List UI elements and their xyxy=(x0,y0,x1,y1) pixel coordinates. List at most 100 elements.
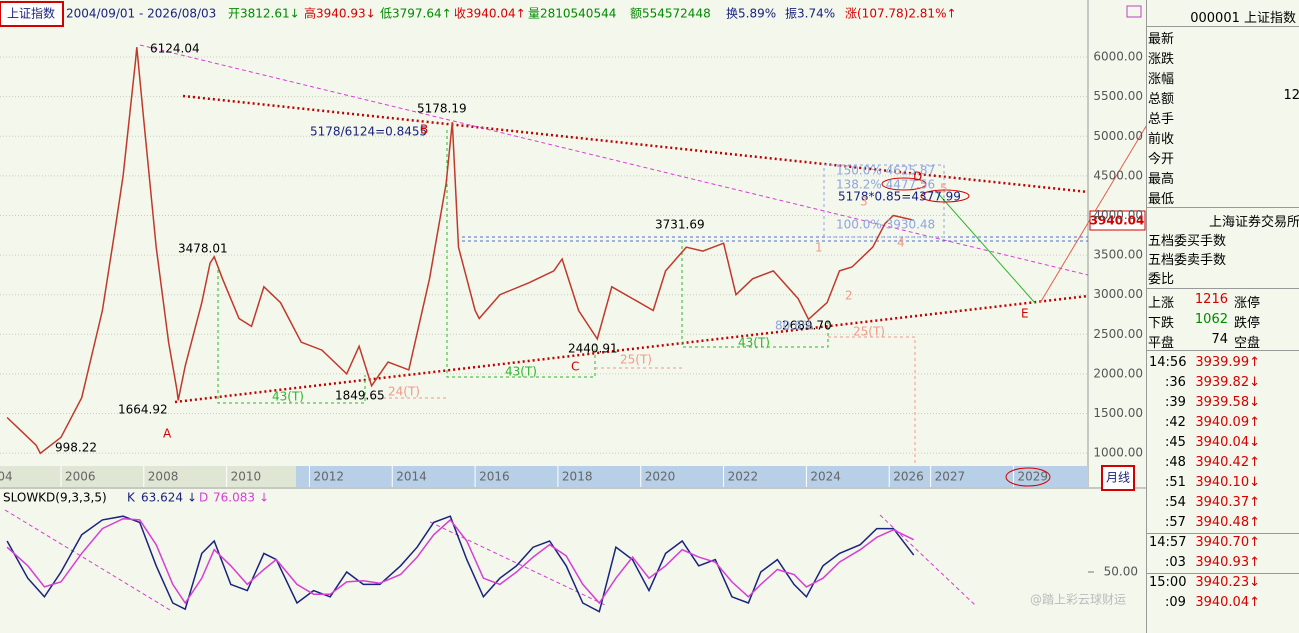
tick-time: :36 xyxy=(1165,375,1186,390)
amplitude: 振3.74% xyxy=(785,7,835,21)
tick-price: 3940.48↑ xyxy=(1195,515,1260,530)
x-tick-label: 2012 xyxy=(313,470,344,484)
breadth-label: 平盘 xyxy=(1148,336,1175,351)
annotation: 43(T) xyxy=(738,336,770,350)
low: 低3797.64↑ xyxy=(380,7,452,21)
price-line xyxy=(6,515,915,613)
breadth-label: 空盘 xyxy=(1233,336,1260,351)
volume: 量2810540544 xyxy=(528,7,616,21)
quote-label: 总手 xyxy=(1148,112,1175,127)
change: 涨(107.78)2.81%↑ xyxy=(845,6,957,21)
annotation: 24(T) xyxy=(388,385,420,399)
separator xyxy=(1147,533,1299,534)
annotation: 3731.69 xyxy=(655,218,705,232)
time-cycle xyxy=(217,270,366,404)
tick-time: :51 xyxy=(1165,475,1186,490)
period-button-text[interactable]: 月线 xyxy=(1106,471,1130,485)
annotation: 4 xyxy=(897,236,905,250)
quote-label: 最新 xyxy=(1148,32,1175,47)
indicator-title: SLOWKD(9,3,3,5) xyxy=(3,491,107,505)
breadth-label: 下跌 xyxy=(1148,316,1175,331)
legend-name: K xyxy=(127,491,136,505)
annotation: C xyxy=(571,360,579,374)
annotation: 100.0% 3930.48 xyxy=(836,218,935,232)
annotation: 1849.65 xyxy=(335,389,385,403)
x-tick-label: 2010 xyxy=(231,470,262,484)
tick-time: :39 xyxy=(1165,395,1186,410)
breadth-count: 1216 xyxy=(1194,292,1228,307)
x-tick-label: 2029 xyxy=(1017,470,1048,484)
tick-price: 3940.09↑ xyxy=(1195,415,1260,430)
quote-label: 最高 xyxy=(1148,172,1175,187)
time-cycle xyxy=(446,130,596,378)
annotation: 6124.04 xyxy=(150,42,200,56)
symbol[interactable]: 上证指数 xyxy=(7,6,55,21)
y-tick-label: 5000.00 xyxy=(1093,129,1143,143)
annotation: E xyxy=(1021,307,1029,321)
annotation: 3478.01 xyxy=(178,242,228,256)
x-tick-label: 2027 xyxy=(935,470,966,484)
tick-price: 3940.70↑ xyxy=(1195,535,1260,550)
quote-panel: 000001 上证指数 最新 涨跌 涨幅 总额 总手 前收 今开 最高 最低 12 上海证券交易所 五档… xyxy=(1146,0,1299,633)
y-tick-label: 5500.00 xyxy=(1093,89,1143,103)
annotation: 150.0% 4625.87 xyxy=(836,164,935,178)
annotation: D xyxy=(913,170,922,184)
symbol-code: 000001 上证指数 xyxy=(1190,11,1296,26)
projection-line xyxy=(934,189,1036,304)
price-tag-text: 3940.04 xyxy=(1090,214,1145,228)
time-axis-selection xyxy=(296,466,1088,487)
highlight-circle xyxy=(1005,467,1051,487)
fib-box xyxy=(823,164,945,238)
date-range: 2004/09/01 - 2026/08/03 xyxy=(66,7,216,21)
tick-time: :42 xyxy=(1165,415,1186,430)
legend-name: D xyxy=(199,491,208,505)
annotation: B xyxy=(420,123,428,137)
separator xyxy=(1147,207,1299,208)
price-line xyxy=(6,517,915,605)
x-tick-label: 2022 xyxy=(728,470,759,484)
y-tick-label: 50.00 xyxy=(1104,565,1138,579)
time-cycle xyxy=(681,240,829,348)
annotation: 2 xyxy=(845,289,853,303)
tick-time: 14:57 xyxy=(1149,535,1187,550)
legend-suffix: ↓ xyxy=(187,491,197,505)
annotation: 998.22 xyxy=(55,441,97,455)
watermark: @踏上彩云球财运 xyxy=(1030,593,1126,607)
legend-value: 76.083 xyxy=(213,491,255,505)
annotation: 1 xyxy=(815,241,823,255)
annotation: 5178/6124=0.8455 xyxy=(310,125,427,139)
projection-line xyxy=(1039,125,1146,304)
tick-time: :54 xyxy=(1165,495,1186,510)
upper-trendline xyxy=(182,94,1089,194)
y-tick-label: 2500.00 xyxy=(1093,327,1143,341)
x-tick-label: 2026 xyxy=(893,470,924,484)
annotation: 43(T) xyxy=(505,365,537,379)
window-icon[interactable] xyxy=(1126,5,1142,18)
tick-time: :48 xyxy=(1165,455,1186,470)
kd-trendline xyxy=(429,521,606,606)
annotation: 2689.70 xyxy=(782,319,832,333)
y-tick-label: 3000.00 xyxy=(1093,287,1143,301)
tick-price: 3940.93↑ xyxy=(1195,555,1260,570)
highlight-circle xyxy=(920,189,970,203)
x-tick-label: 2016 xyxy=(479,470,510,484)
symbol-box[interactable] xyxy=(0,1,64,27)
breadth-count: 1062 xyxy=(1194,312,1228,327)
order-label: 委比 xyxy=(1148,272,1175,287)
lower-trendline xyxy=(174,294,1089,404)
annotation: 2440.91 xyxy=(568,342,618,356)
breadth-label: 跌停 xyxy=(1233,316,1260,331)
exchange: 上海证券交易所 xyxy=(1208,215,1299,230)
period-button[interactable] xyxy=(1101,465,1135,491)
y-tick-label: 4000.00 xyxy=(1093,208,1143,222)
x-tick-label: 2024 xyxy=(810,470,841,484)
x-tick-label: 2004 xyxy=(0,470,13,484)
quote-label: 最低 xyxy=(1148,192,1175,207)
annotation: 43(T) xyxy=(272,390,304,404)
separator xyxy=(1147,288,1299,289)
highlight-circle xyxy=(881,177,927,191)
price-tag xyxy=(1089,210,1146,231)
order-label: 五档委买手数 xyxy=(1148,234,1227,249)
high: 高3940.93↓ xyxy=(304,6,376,21)
quote-label: 总额 xyxy=(1148,92,1175,107)
